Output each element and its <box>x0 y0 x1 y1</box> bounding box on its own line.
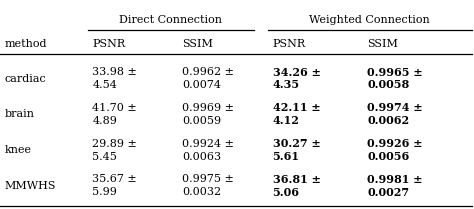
Text: 5.06: 5.06 <box>273 187 300 198</box>
Text: 0.9926 ±: 0.9926 ± <box>367 138 423 149</box>
Text: 36.81 ±: 36.81 ± <box>273 174 320 185</box>
Text: SSIM: SSIM <box>182 39 213 49</box>
Text: 41.70 ±: 41.70 ± <box>92 103 137 113</box>
Text: 0.0056: 0.0056 <box>367 151 410 162</box>
Text: 0.0074: 0.0074 <box>182 80 221 90</box>
Text: 5.61: 5.61 <box>273 151 300 162</box>
Text: 29.89 ±: 29.89 ± <box>92 139 137 149</box>
Text: 33.98 ±: 33.98 ± <box>92 67 137 77</box>
Text: 35.67 ±: 35.67 ± <box>92 175 137 184</box>
Text: 0.0027: 0.0027 <box>367 187 410 198</box>
Text: brain: brain <box>5 109 35 119</box>
Text: 42.11 ±: 42.11 ± <box>273 102 320 113</box>
Text: 0.9981 ±: 0.9981 ± <box>367 174 423 185</box>
Text: 0.9974 ±: 0.9974 ± <box>367 102 423 113</box>
Text: 34.26 ±: 34.26 ± <box>273 66 320 78</box>
Text: PSNR: PSNR <box>273 39 306 49</box>
Text: PSNR: PSNR <box>92 39 126 49</box>
Text: Weighted Connection: Weighted Connection <box>310 15 430 25</box>
Text: 30.27 ±: 30.27 ± <box>273 138 320 149</box>
Text: 0.9924 ±: 0.9924 ± <box>182 139 235 149</box>
Text: 5.99: 5.99 <box>92 187 117 197</box>
Text: 4.35: 4.35 <box>273 79 300 90</box>
Text: 0.0059: 0.0059 <box>182 116 222 126</box>
Text: SSIM: SSIM <box>367 39 398 49</box>
Text: 0.0032: 0.0032 <box>182 187 222 197</box>
Text: 0.9969 ±: 0.9969 ± <box>182 103 235 113</box>
Text: 4.89: 4.89 <box>92 116 117 126</box>
Text: 4.12: 4.12 <box>273 115 300 126</box>
Text: 5.45: 5.45 <box>92 152 117 162</box>
Text: 0.9962 ±: 0.9962 ± <box>182 67 235 77</box>
Text: 0.0062: 0.0062 <box>367 115 410 126</box>
Text: 4.54: 4.54 <box>92 80 117 90</box>
Text: knee: knee <box>5 145 32 155</box>
Text: 0.0058: 0.0058 <box>367 79 410 90</box>
Text: 0.9965 ±: 0.9965 ± <box>367 66 423 78</box>
Text: MMWHS: MMWHS <box>5 181 56 191</box>
Text: 0.9975 ±: 0.9975 ± <box>182 175 234 184</box>
Text: 0.0063: 0.0063 <box>182 152 222 162</box>
Text: method: method <box>5 39 47 49</box>
Text: cardiac: cardiac <box>5 74 46 84</box>
Text: Direct Connection: Direct Connection <box>119 15 222 25</box>
